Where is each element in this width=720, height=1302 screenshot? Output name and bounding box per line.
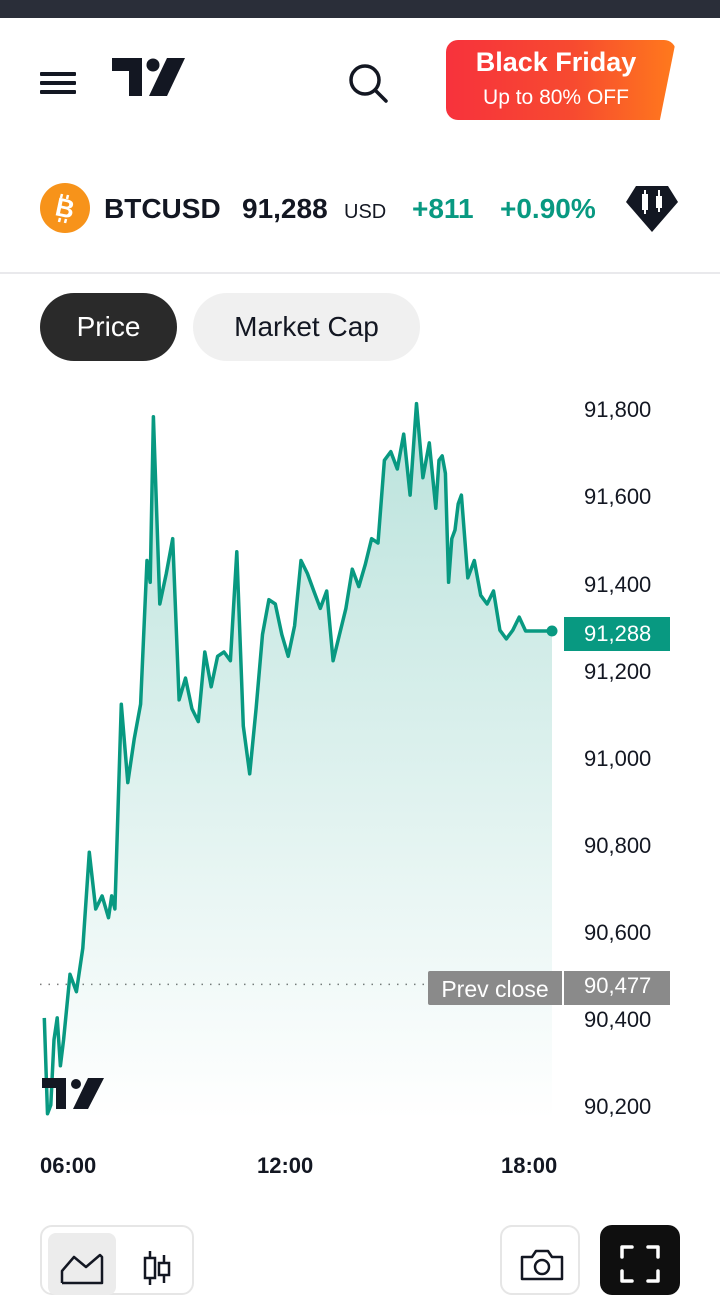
black-friday-promo-button[interactable]: Black Friday Up to 80% OFF — [446, 40, 676, 120]
symbol-price: 91,288 — [242, 193, 328, 224]
header-divider — [0, 272, 720, 274]
tradingview-watermark-logo — [42, 1078, 104, 1109]
x-tick-label: 12:00 — [257, 1153, 314, 1178]
y-tick-label: 91,400 — [584, 572, 652, 597]
y-tick-label: 90,600 — [584, 920, 652, 945]
price-chart[interactable] — [0, 380, 720, 1190]
promo-title: Black Friday — [475, 47, 637, 77]
price-change-percent: +0.90% — [500, 193, 596, 224]
candles-chart-button[interactable] — [122, 1233, 190, 1295]
candlestick-icon — [143, 1251, 171, 1285]
last-price-label: 91,288 — [564, 617, 670, 651]
y-tick-label: 90,400 — [584, 1007, 652, 1032]
price-change: +811 — [412, 193, 474, 224]
price-series-line — [42, 401, 554, 1116]
fullscreen-icon — [620, 1245, 660, 1283]
price-area-fill — [44, 403, 553, 1121]
camera-icon — [520, 1249, 564, 1281]
area-chart-icon — [60, 1253, 104, 1285]
tab-price[interactable]: Price — [40, 293, 177, 361]
prev-close-value: 90,477 — [564, 971, 670, 1005]
symbol-header: B BTCUSD 91,288 USD +811 +0.90% — [0, 176, 720, 242]
menu-button[interactable] — [36, 64, 80, 98]
fullscreen-button[interactable] — [600, 1225, 680, 1295]
prev-close-label: Prev close — [428, 971, 562, 1005]
bitcoin-icon: B — [40, 183, 90, 233]
symbol-currency: USD — [344, 201, 387, 223]
chart-type-toggle — [40, 1225, 194, 1295]
y-tick-label: 91,800 — [584, 397, 652, 422]
app-header: Black Friday Up to 80% OFF — [0, 18, 720, 140]
tradingview-logo[interactable] — [112, 58, 188, 98]
search-icon — [349, 64, 388, 103]
pro-diamond-button[interactable] — [624, 182, 680, 236]
status-bar — [0, 0, 720, 18]
y-tick-label: 90,800 — [584, 833, 652, 858]
search-button[interactable] — [340, 54, 396, 110]
x-tick-label: 18:00 — [501, 1153, 558, 1178]
promo-subtitle: Up to 80% OFF — [483, 86, 629, 109]
last-price-dot — [546, 625, 558, 637]
menu-icon — [40, 72, 76, 76]
y-tick-label: 90,200 — [584, 1094, 652, 1119]
y-tick-label: 91,200 — [584, 659, 652, 684]
y-tick-label: 91,000 — [584, 746, 652, 771]
x-tick-label: 06:00 — [40, 1153, 97, 1178]
line-chart-button[interactable] — [48, 1233, 116, 1295]
candlestick-diamond-icon — [626, 186, 678, 232]
y-tick-label: 91,600 — [584, 484, 652, 509]
snapshot-button[interactable] — [500, 1225, 580, 1295]
tab-market-cap[interactable]: Market Cap — [193, 293, 420, 361]
symbol-ticker: BTCUSD — [104, 193, 221, 224]
